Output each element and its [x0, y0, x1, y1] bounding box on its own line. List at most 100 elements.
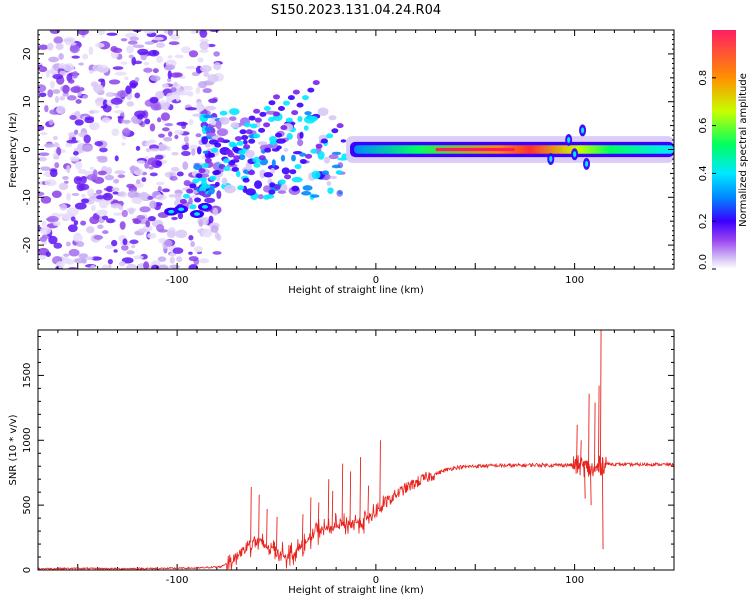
noise-blob	[68, 132, 77, 137]
noise-blob	[97, 224, 104, 230]
y-tick-label: 500	[22, 496, 33, 515]
noise-blob	[73, 151, 79, 156]
streak-blob	[234, 136, 242, 142]
streak-blob	[258, 127, 266, 133]
streak-blob	[239, 129, 247, 135]
noise-blob	[68, 248, 80, 257]
streak-blob	[182, 193, 190, 199]
noise-blob	[188, 50, 199, 58]
noise-blob	[144, 142, 152, 147]
colorbar-tick-label: 0.6	[698, 118, 709, 134]
noise-blob	[191, 148, 196, 156]
streak-blob	[315, 143, 323, 149]
streak-blob	[248, 170, 256, 176]
noise-blob	[208, 98, 218, 104]
noise-blob	[102, 230, 109, 235]
transition-blob	[263, 185, 271, 193]
noise-blob	[38, 156, 48, 162]
noise-blob	[176, 121, 188, 126]
noise-blob	[58, 53, 64, 60]
streak-blob	[287, 95, 295, 101]
noise-blob	[49, 80, 55, 89]
transition-blob	[310, 194, 320, 198]
noise-blob	[48, 235, 58, 245]
noise-blob	[54, 95, 59, 104]
noise-blob	[147, 139, 157, 144]
noise-blob	[74, 119, 84, 126]
noise-blob	[204, 105, 217, 111]
noise-blob	[65, 241, 71, 247]
noise-blob	[59, 96, 66, 101]
streak-blob	[301, 95, 309, 101]
transition-blob	[267, 164, 280, 171]
noise-blob	[173, 81, 178, 88]
noise-blob	[128, 54, 134, 59]
noise-blob	[40, 226, 52, 235]
snr-spike	[379, 440, 381, 509]
noise-blob	[99, 147, 108, 153]
noise-blob	[48, 119, 54, 126]
noise-blob	[52, 221, 61, 226]
noise-blob	[168, 41, 180, 46]
noise-blob	[133, 255, 144, 260]
noise-blob	[53, 36, 64, 44]
noise-blob	[157, 143, 168, 152]
noise-blob	[106, 32, 118, 36]
x-tick-label: 100	[565, 275, 584, 286]
noise-blob	[126, 101, 134, 107]
noise-blob	[149, 148, 160, 152]
noise-blob	[136, 160, 146, 164]
noise-blob	[147, 232, 157, 239]
noise-blob	[185, 65, 197, 70]
streak-blob	[253, 162, 261, 168]
noise-blob	[127, 40, 138, 45]
noise-blob	[81, 144, 93, 152]
streak-blob	[258, 155, 266, 161]
noise-blob	[38, 44, 49, 50]
streak-blob	[201, 163, 209, 169]
noise-blob	[110, 203, 122, 209]
streak-blob	[228, 160, 236, 166]
snr-spike	[250, 486, 252, 543]
noise-blob	[177, 211, 184, 220]
noise-blob	[66, 139, 78, 144]
snr-spike	[576, 424, 578, 466]
streak-blob	[233, 155, 241, 161]
streak-blob	[268, 116, 276, 122]
snr-spike	[266, 509, 268, 547]
noise-blob	[174, 192, 182, 202]
noise-blob	[89, 69, 94, 75]
noise-blob	[172, 247, 184, 254]
noise-blob	[39, 236, 48, 242]
noise-blob	[136, 215, 146, 220]
noise-blob	[63, 36, 76, 44]
noise-blob	[89, 166, 95, 171]
noise-blob	[40, 196, 52, 204]
noise-blob	[121, 128, 131, 137]
noise-blob	[171, 216, 178, 221]
streak-blob	[248, 115, 256, 121]
noise-blob	[165, 92, 176, 101]
noise-blob	[171, 151, 179, 156]
streak-blob	[245, 129, 253, 135]
noise-blob	[155, 181, 165, 186]
noise-blob	[61, 257, 71, 264]
noise-blob	[107, 259, 113, 265]
noise-blob	[207, 43, 216, 48]
streak-blob	[195, 173, 203, 179]
noise-blob	[121, 119, 131, 124]
transition-blob	[338, 190, 343, 195]
noise-blob	[198, 219, 204, 227]
noise-blob	[105, 92, 115, 97]
noise-blob	[143, 67, 153, 73]
noise-blob	[167, 30, 174, 37]
noise-blob	[44, 143, 55, 148]
noise-blob	[52, 135, 58, 141]
noise-blob	[38, 124, 45, 131]
noise-blob	[131, 197, 141, 204]
noise-blob	[63, 253, 70, 257]
noise-blob	[201, 228, 213, 238]
noise-blob	[117, 115, 124, 120]
noise-blob	[62, 84, 70, 94]
transition-blob	[340, 139, 347, 143]
